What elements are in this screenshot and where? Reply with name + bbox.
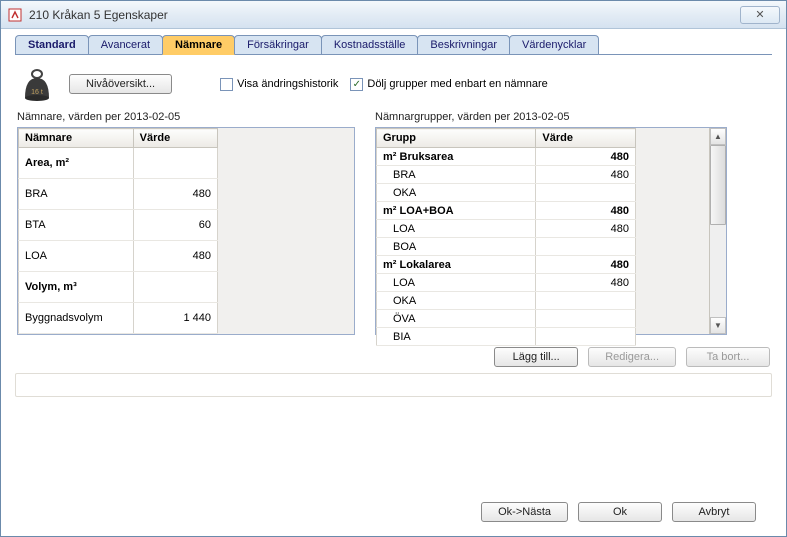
checkbox-icon	[220, 78, 233, 91]
left-grid[interactable]: Nämnare Värde Area, m² BRA480 BTA60 LOA4…	[18, 128, 218, 334]
scrollbar[interactable]: ▲ ▼	[709, 128, 726, 334]
table-row: BOA	[377, 238, 636, 256]
titlebar: 210 Kråkan 5 Egenskaper ✕	[1, 1, 786, 29]
hide-groups-label: Dölj grupper med enbart en nämnare	[367, 78, 547, 90]
table-row: m² Lokalarea480	[377, 256, 636, 274]
right-col-value[interactable]: Värde	[536, 129, 636, 148]
grid-spacer	[636, 128, 709, 334]
show-history-checkbox[interactable]: Visa ändringshistorik	[220, 78, 338, 91]
tab-standard[interactable]: Standard	[15, 35, 89, 54]
dialog-footer: Ok->Nästa Ok Avbryt	[15, 492, 772, 536]
edit-button[interactable]: Redigera...	[588, 347, 676, 367]
checkbox-icon-checked: ✓	[350, 78, 363, 91]
panels-container: Nämnare, värden per 2013-02-05 Nämnare V…	[15, 111, 772, 335]
add-button[interactable]: Lägg till...	[494, 347, 578, 367]
separator	[15, 373, 772, 397]
properties-dialog: 210 Kråkan 5 Egenskaper ✕ Standard Avanc…	[0, 0, 787, 537]
tab-vardenycklar[interactable]: Värdenycklar	[509, 35, 599, 54]
right-grid[interactable]: Grupp Värde m² Bruksarea480 BRA480 OKA m…	[376, 128, 636, 346]
app-icon	[7, 7, 23, 23]
table-row: BRA480	[19, 179, 218, 210]
svg-text:16 t: 16 t	[31, 89, 43, 96]
table-row: LOA480	[377, 274, 636, 292]
ok-next-button[interactable]: Ok->Nästa	[481, 502, 568, 522]
left-col-name[interactable]: Nämnare	[19, 129, 134, 148]
table-row: LOA480	[377, 220, 636, 238]
table-row: BIA	[377, 328, 636, 346]
window-title: 210 Kråkan 5 Egenskaper	[29, 8, 740, 22]
table-row: Volym, m³	[19, 272, 218, 303]
right-grid-container: Grupp Värde m² Bruksarea480 BRA480 OKA m…	[375, 127, 727, 335]
scroll-thumb[interactable]	[710, 145, 726, 225]
tab-kostnadsstalle[interactable]: Kostnadsställe	[321, 35, 419, 54]
right-panel-title: Nämnargrupper, värden per 2013-02-05	[375, 111, 727, 123]
scroll-track[interactable]	[710, 145, 726, 317]
left-grid-container: Nämnare Värde Area, m² BRA480 BTA60 LOA4…	[17, 127, 355, 335]
right-panel: Nämnargrupper, värden per 2013-02-05 Gru…	[375, 111, 727, 335]
table-row: m² Bruksarea480	[377, 148, 636, 166]
table-row: BTA60	[19, 210, 218, 241]
tab-content: 16 t Nivåöversikt... Visa ändringshistor…	[15, 54, 772, 536]
tab-forsakringar[interactable]: Försäkringar	[234, 35, 322, 54]
right-col-name[interactable]: Grupp	[377, 129, 536, 148]
table-row: LOA480	[19, 241, 218, 272]
tab-namnare[interactable]: Nämnare	[162, 35, 235, 55]
tab-bar: Standard Avancerat Nämnare Försäkringar …	[1, 29, 786, 54]
toolbar-row: 16 t Nivåöversikt... Visa ändringshistor…	[15, 65, 772, 103]
cancel-button[interactable]: Avbryt	[672, 502, 756, 522]
table-row: Byggnadsvolym1 440	[19, 303, 218, 334]
tab-beskrivningar[interactable]: Beskrivningar	[417, 35, 510, 54]
tab-avancerat[interactable]: Avancerat	[88, 35, 163, 54]
close-button[interactable]: ✕	[740, 6, 780, 24]
table-row: m² LOA+BOA480	[377, 202, 636, 220]
scroll-down-icon[interactable]: ▼	[710, 317, 726, 334]
table-row: BRA480	[377, 166, 636, 184]
delete-button[interactable]: Ta bort...	[686, 347, 770, 367]
scroll-up-icon[interactable]: ▲	[710, 128, 726, 145]
hide-groups-checkbox[interactable]: ✓ Dölj grupper med enbart en nämnare	[350, 78, 547, 91]
ok-button[interactable]: Ok	[578, 502, 662, 522]
show-history-label: Visa ändringshistorik	[237, 78, 338, 90]
left-panel: Nämnare, värden per 2013-02-05 Nämnare V…	[17, 111, 355, 335]
level-overview-button[interactable]: Nivåöversikt...	[69, 74, 172, 94]
table-row: OKA	[377, 292, 636, 310]
weight-icon: 16 t	[17, 65, 57, 103]
grid-spacer	[218, 128, 354, 334]
table-row: OKA	[377, 184, 636, 202]
left-panel-title: Nämnare, värden per 2013-02-05	[17, 111, 355, 123]
table-row: ÖVA	[377, 310, 636, 328]
table-row: Area, m²	[19, 148, 218, 179]
left-col-value[interactable]: Värde	[133, 129, 217, 148]
action-buttons: Lägg till... Redigera... Ta bort...	[15, 347, 772, 367]
